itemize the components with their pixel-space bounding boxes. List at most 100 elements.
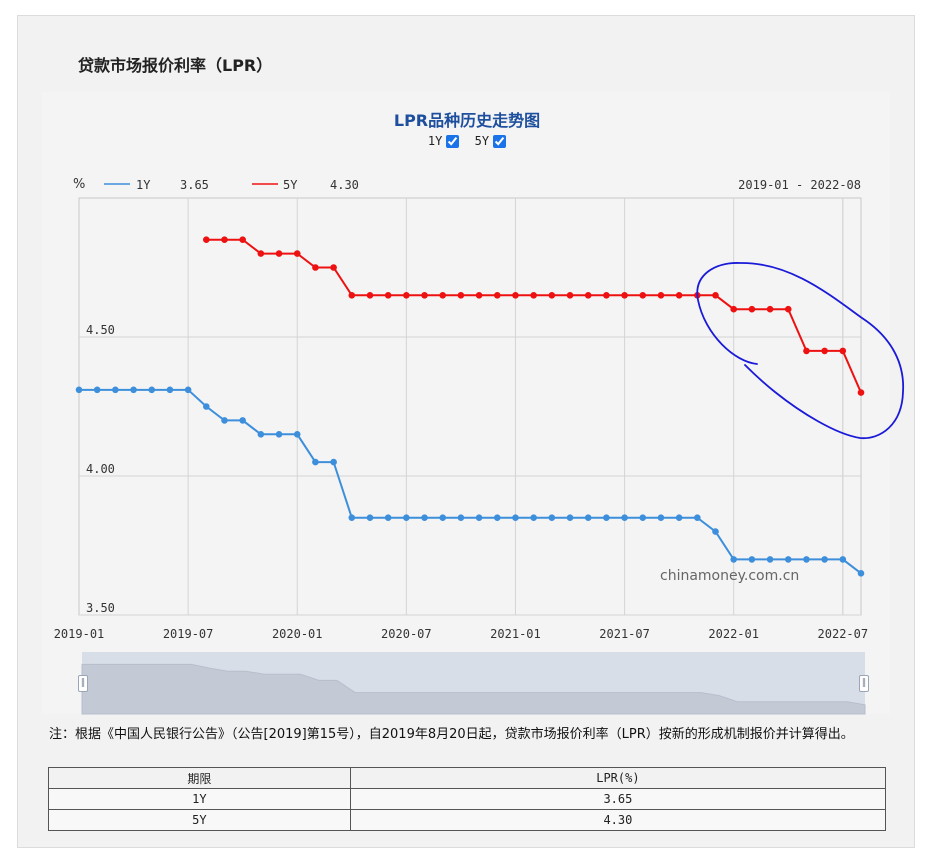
- toggle-1y-checkbox[interactable]: [446, 135, 460, 148]
- plot-frame: [78, 197, 862, 616]
- zoom-handle-right[interactable]: ‖: [859, 675, 869, 692]
- data-point-5y: [639, 292, 647, 299]
- table-header-term: 期限: [48, 767, 351, 789]
- data-point-1y: [275, 431, 283, 438]
- series-line-1y: [79, 388, 862, 575]
- table-header-row: 期限 LPR(%): [48, 767, 887, 789]
- data-point-1y: [239, 417, 246, 424]
- x-tick-label: 2020-01: [272, 627, 323, 641]
- data-point-1y: [130, 386, 137, 394]
- legend-1y-value: 3.65: [180, 178, 209, 192]
- data-point-5y: [512, 292, 519, 299]
- data-point-5y: [257, 250, 265, 257]
- watermark: chinamoney.com.cn: [660, 568, 799, 584]
- y-tick-label: 3.50: [86, 601, 115, 615]
- data-point-5y: [275, 250, 283, 257]
- x-tick-label: 2020-07: [381, 627, 432, 641]
- data-point-1y: [712, 528, 719, 535]
- data-point-1y: [748, 556, 756, 563]
- zoom-handle-left[interactable]: ‖: [78, 675, 88, 692]
- table-cell-term: 5Y: [48, 809, 351, 831]
- data-point-5y: [857, 389, 865, 396]
- legend-5y-value: 4.30: [330, 178, 359, 192]
- data-point-1y: [403, 514, 410, 521]
- data-point-1y: [203, 403, 210, 410]
- x-tick-label: 2021-07: [599, 627, 650, 641]
- data-point-1y: [330, 458, 337, 466]
- data-point-5y: [748, 305, 756, 313]
- data-point-5y: [621, 292, 628, 299]
- data-point-1y: [730, 556, 737, 563]
- data-point-5y: [730, 305, 737, 313]
- data-point-1y: [184, 386, 192, 394]
- toggle-5y-label: 5Y: [474, 134, 490, 148]
- toggle-5y-checkbox[interactable]: [493, 135, 507, 148]
- data-point-5y: [839, 347, 847, 355]
- data-point-1y: [512, 514, 519, 521]
- data-point-1y: [803, 556, 810, 563]
- table-cell-rate: 3.65: [349, 788, 887, 810]
- toggle-1y[interactable]: 1Y: [427, 134, 460, 148]
- data-point-5y: [657, 292, 665, 299]
- data-point-5y: [221, 236, 228, 243]
- data-point-1y: [657, 514, 665, 521]
- y-axis-unit: %: [73, 177, 85, 192]
- data-point-1y: [312, 458, 319, 466]
- data-point-1y: [566, 514, 574, 521]
- data-point-1y: [584, 514, 592, 521]
- data-point-1y: [148, 386, 156, 394]
- footnote: 注：根据《中国人民银行公告》（公告[2019]第15号），自2019年8月20日…: [49, 727, 854, 742]
- data-point-5y: [766, 305, 774, 313]
- data-point-1y: [548, 514, 556, 521]
- data-point-5y: [239, 236, 246, 243]
- x-tick-label: 2022-07: [818, 627, 869, 641]
- data-point-5y: [548, 292, 556, 299]
- page-title: 贷款市场报价利率（LPR）: [78, 56, 273, 75]
- data-point-5y: [348, 292, 356, 299]
- data-point-5y: [493, 292, 501, 299]
- annotation-circle: [696, 262, 904, 439]
- table-cell-rate: 4.30: [349, 809, 887, 831]
- data-point-5y: [457, 292, 465, 299]
- y-tick-label: 4.50: [86, 323, 115, 337]
- data-point-1y: [366, 514, 374, 521]
- data-point-1y: [493, 514, 501, 521]
- data-point-1y: [257, 431, 265, 438]
- data-point-5y: [403, 292, 410, 299]
- legend-1y-name[interactable]: 1Y: [136, 178, 151, 192]
- x-tick-label: 2022-01: [708, 627, 759, 641]
- x-tick-label: 2019-01: [54, 627, 105, 641]
- date-range: 2019-01 - 2022-08: [738, 178, 861, 192]
- data-point-1y: [821, 556, 828, 563]
- data-point-5y: [566, 292, 574, 299]
- data-point-1y: [639, 514, 647, 521]
- data-point-5y: [584, 292, 592, 299]
- series-toggles: 1Y 5Y: [0, 134, 934, 148]
- data-point-5y: [530, 292, 537, 299]
- data-point-1y: [839, 556, 847, 563]
- data-point-1y: [675, 514, 683, 521]
- data-point-5y: [821, 347, 828, 355]
- data-point-1y: [621, 514, 628, 521]
- toggle-5y[interactable]: 5Y: [474, 134, 507, 148]
- data-point-1y: [221, 417, 228, 424]
- data-point-1y: [475, 514, 483, 521]
- data-point-1y: [439, 514, 447, 521]
- data-point-5y: [803, 347, 810, 355]
- data-point-1y: [384, 514, 392, 521]
- data-point-5y: [475, 292, 483, 299]
- data-point-1y: [530, 514, 537, 521]
- data-point-1y: [348, 514, 356, 521]
- table-row: 5Y 4.30: [48, 809, 887, 831]
- data-point-1y: [857, 570, 865, 577]
- series-layer: [75, 236, 865, 577]
- toggle-1y-label: 1Y: [427, 134, 443, 148]
- data-point-5y: [312, 264, 319, 271]
- legend-5y-name[interactable]: 5Y: [283, 178, 298, 192]
- zoom-slider-preview: [81, 663, 866, 715]
- data-point-5y: [784, 305, 792, 313]
- data-point-5y: [712, 292, 719, 299]
- data-point-1y: [603, 514, 610, 521]
- table-cell-term: 1Y: [48, 788, 351, 810]
- grid-lines: [79, 198, 861, 616]
